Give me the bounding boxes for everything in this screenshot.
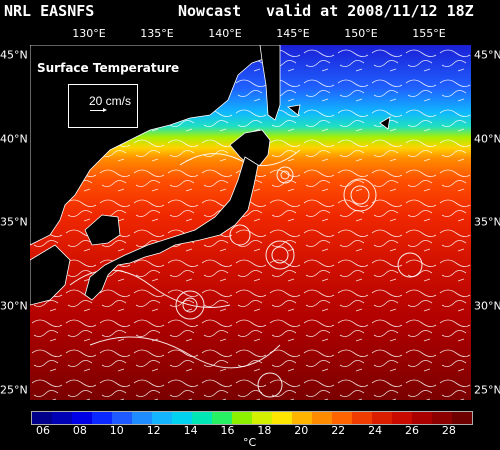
lon-label-155: 155°E	[412, 27, 446, 40]
colorbar-tick-label: 14	[183, 424, 198, 437]
colorbar-tick-label: 28	[441, 424, 456, 437]
vector-scale-arrow-icon	[90, 108, 107, 112]
lon-label-145: 145°E	[276, 27, 310, 40]
header-mode: Nowcast	[178, 2, 242, 20]
colorbar-tick-label: 06	[36, 424, 50, 437]
colorbar-segment	[392, 412, 412, 424]
lat-label-left-45: 45°N	[0, 48, 28, 62]
colorbar-segment	[352, 412, 372, 424]
colorbar-tick-label: 20	[294, 424, 309, 437]
vector-scale-legend: 20 cm/s	[68, 84, 138, 128]
colorbar-unit: °C	[243, 436, 257, 449]
lat-label-left-35: 35°N	[0, 215, 28, 229]
colorbar-tick-label: 12	[146, 424, 161, 437]
colorbar-segment	[72, 412, 92, 424]
lat-label-left-30: 30°N	[0, 299, 28, 313]
map-title: Surface Temperature	[37, 61, 180, 75]
colorbar-segment	[32, 412, 52, 424]
colorbar-segment	[52, 412, 72, 424]
colorbar-segment	[272, 412, 292, 424]
colorbar-tick-label: 26	[405, 424, 419, 437]
colorbar-tick-label: 08	[72, 424, 87, 437]
lat-label-right-30: 30°N	[474, 299, 500, 313]
header-org: NRL EASNFS	[4, 2, 95, 20]
colorbar-segment	[252, 412, 272, 424]
lat-label-right-25: 25°N	[474, 383, 500, 397]
colorbar-segment	[312, 412, 332, 424]
lat-label-right-40: 40°N	[474, 132, 500, 146]
colorbar-tick-label: 22	[331, 424, 346, 437]
colorbar-tick-label: 10	[109, 424, 124, 437]
colorbar-segment	[112, 412, 132, 424]
colorbar-segment	[232, 412, 252, 424]
colorbar-segment	[132, 412, 152, 424]
colorbar-segment	[412, 412, 432, 424]
lon-label-130: 130°E	[72, 27, 106, 40]
colorbar-segment	[292, 412, 312, 424]
lon-label-140: 140°E	[208, 27, 242, 40]
colorbar	[31, 411, 473, 425]
colorbar-segment	[152, 412, 172, 424]
colorbar-segment	[332, 412, 352, 424]
colorbar-segment	[372, 412, 392, 424]
colorbar-tick-label: 24	[368, 424, 383, 437]
lon-label-150: 150°E	[344, 27, 378, 40]
header-valid: valid at 2008/11/12 18Z	[266, 2, 474, 20]
colorbar-segment	[432, 412, 452, 424]
colorbar-segment	[452, 412, 472, 424]
vector-scale-label: 20 cm/s	[89, 94, 132, 108]
colorbar-segment	[212, 412, 232, 424]
lat-label-right-35: 35°N	[474, 215, 500, 229]
colorbar-tick-label: 18	[257, 424, 272, 437]
lon-label-135: 135°E	[140, 27, 174, 40]
lat-label-right-45: 45°N	[474, 48, 500, 62]
colorbar-tick-label: 16	[220, 424, 235, 437]
colorbar-segment	[92, 412, 112, 424]
colorbar-segment	[192, 412, 212, 424]
lat-label-left-25: 25°N	[0, 383, 28, 397]
colorbar-segment	[172, 412, 192, 424]
lat-label-left-40: 40°N	[0, 132, 28, 146]
